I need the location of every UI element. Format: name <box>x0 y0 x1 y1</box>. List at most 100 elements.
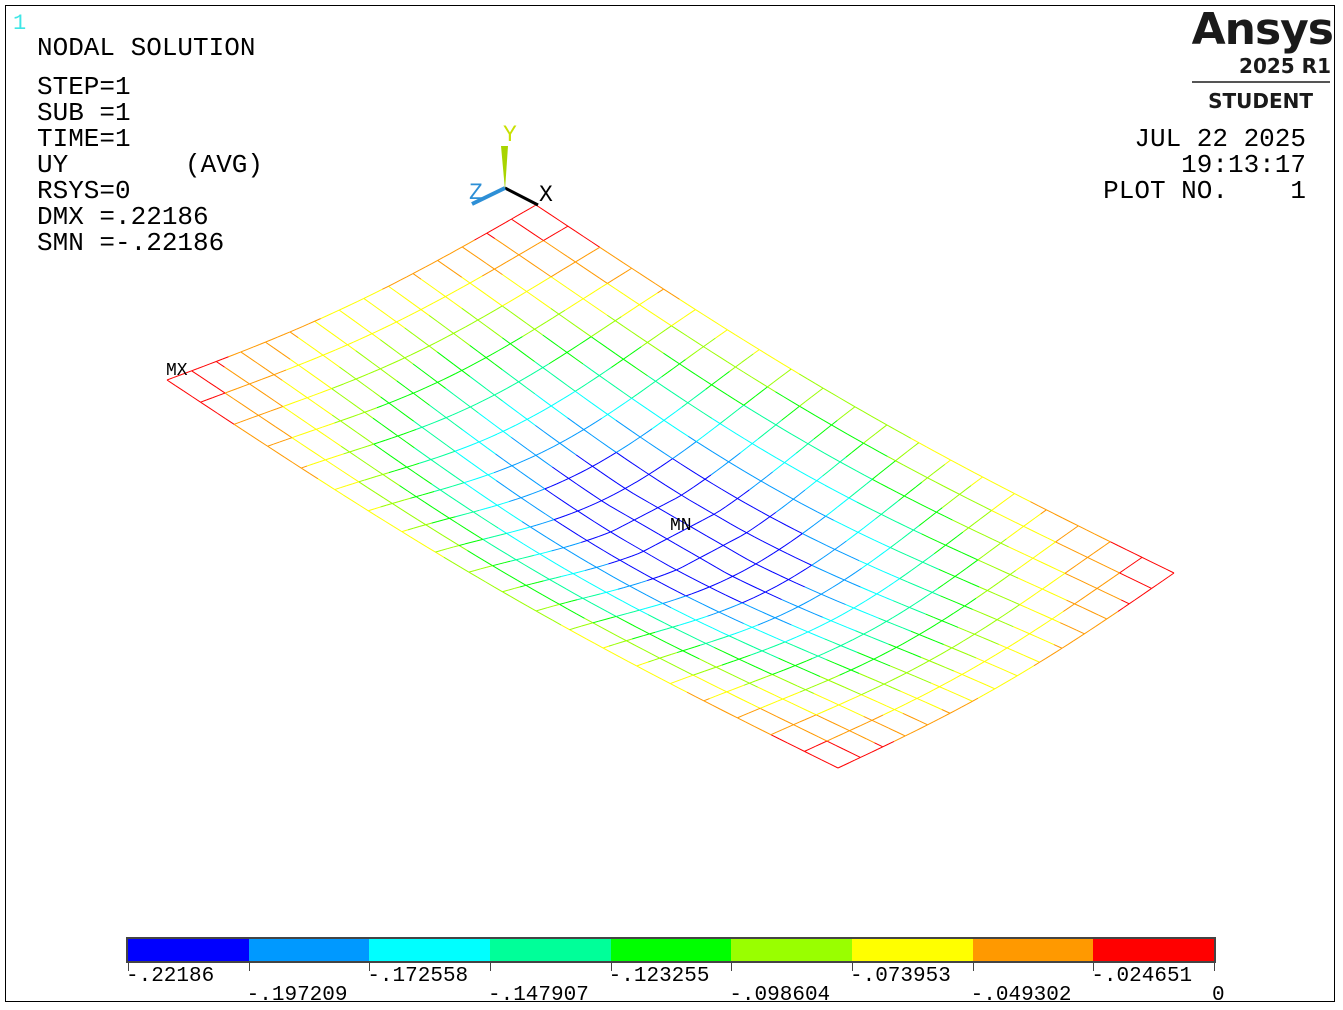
legend-tick <box>1093 963 1095 971</box>
mesh-edge <box>792 606 799 611</box>
mesh-edge <box>943 644 953 649</box>
mesh-edge <box>804 485 812 491</box>
mesh-edge <box>347 315 356 323</box>
mesh-edge <box>863 715 873 721</box>
mesh-edge <box>267 374 275 378</box>
mesh-edge <box>340 420 350 428</box>
mesh-edge <box>375 492 385 499</box>
mesh-edge <box>778 549 788 555</box>
mesh-edge <box>1008 546 1017 552</box>
mesh-edge <box>835 744 844 750</box>
mesh-edge <box>676 569 685 575</box>
mesh-edge <box>846 708 856 714</box>
mesh-edge <box>355 350 365 358</box>
mesh-edge <box>410 496 417 499</box>
mesh-edge <box>660 538 668 543</box>
mesh-edge <box>518 317 527 324</box>
mesh-edge <box>504 485 514 493</box>
mesh-edge <box>974 518 981 524</box>
mesh-edge <box>683 547 692 554</box>
mesh-edge <box>883 711 890 716</box>
mesh-edge <box>900 690 909 696</box>
mesh-edge <box>863 474 873 480</box>
mesh-edge <box>380 423 390 431</box>
mesh-edge <box>737 404 745 411</box>
mesh-edge <box>725 502 732 508</box>
mesh-edge <box>701 678 711 684</box>
mesh-edge <box>443 517 450 521</box>
mesh-edge <box>477 316 485 321</box>
mesh-edge <box>976 531 985 536</box>
legend-swatch <box>731 939 853 961</box>
mesh-edge <box>433 419 441 424</box>
mesh-edge <box>540 574 550 580</box>
mesh-edge <box>435 549 442 553</box>
mesh-edge <box>742 712 749 716</box>
mesh-edge <box>524 374 531 379</box>
mesh-edge <box>614 320 624 327</box>
mesh-edge <box>542 367 552 374</box>
mesh-edge <box>922 557 929 563</box>
mesh-edge <box>1008 608 1015 613</box>
mesh-edge <box>568 478 578 485</box>
mesh-edge <box>862 410 872 417</box>
mesh-edge <box>825 511 832 517</box>
mesh-edge <box>611 588 619 592</box>
mesh-edge <box>608 561 615 565</box>
mesh-edge <box>451 561 461 568</box>
mesh-edge <box>518 349 527 357</box>
mesh-edge <box>622 444 629 450</box>
mesh-edge <box>561 225 569 231</box>
mesh-edge <box>784 541 792 547</box>
mesh-edge <box>678 529 685 534</box>
mesh-edge <box>971 559 979 565</box>
mesh-edge <box>258 412 265 416</box>
mesh-edge <box>232 372 242 379</box>
mesh-edge <box>784 720 794 726</box>
mesh-edge <box>693 557 701 562</box>
mesh-edge <box>540 321 548 326</box>
mesh-edge <box>760 480 770 487</box>
mesh-edge <box>616 452 625 459</box>
mesh-edge <box>179 372 186 376</box>
mesh-edge <box>368 508 375 512</box>
mesh-edge <box>470 435 480 443</box>
release-label: 2025 R1 <box>1239 54 1331 78</box>
mesh-edge <box>485 506 492 510</box>
mesh-edge <box>314 348 324 356</box>
mesh-edge <box>728 461 738 468</box>
mesh-edge <box>413 420 423 428</box>
mesh-edge <box>498 222 506 227</box>
mesh-edge <box>889 678 896 682</box>
mesh-edge <box>363 298 373 305</box>
mesh-edge <box>967 497 976 503</box>
mesh-edge <box>1078 633 1085 638</box>
mesh-edge <box>804 748 811 752</box>
mesh-edge <box>687 486 694 492</box>
mesh-edge <box>493 331 503 339</box>
mesh-edge <box>652 578 662 584</box>
mesh-edge <box>828 466 835 472</box>
mesh-edge <box>776 698 783 702</box>
mesh-edge <box>486 232 496 239</box>
mesh-edge <box>879 451 888 457</box>
mesh-edge <box>363 384 373 392</box>
mesh-edge <box>781 599 791 604</box>
mesh-edge <box>1136 556 1143 562</box>
mesh-edge <box>756 587 766 593</box>
mesh-edge <box>604 571 614 578</box>
mesh-edge <box>494 534 501 537</box>
mesh-edge <box>916 697 926 703</box>
mesh-edge <box>599 408 608 415</box>
mesh-edge <box>683 313 690 319</box>
mesh-edge <box>828 548 836 554</box>
mesh-edge <box>572 344 580 349</box>
mesh-edge <box>510 311 519 318</box>
mesh-edge <box>551 548 558 552</box>
mesh-edge <box>314 376 324 384</box>
mesh-edge <box>607 414 617 421</box>
graphics-window[interactable] <box>5 5 1335 1002</box>
mesh-edge <box>610 615 617 619</box>
mesh-edge <box>1145 588 1152 593</box>
